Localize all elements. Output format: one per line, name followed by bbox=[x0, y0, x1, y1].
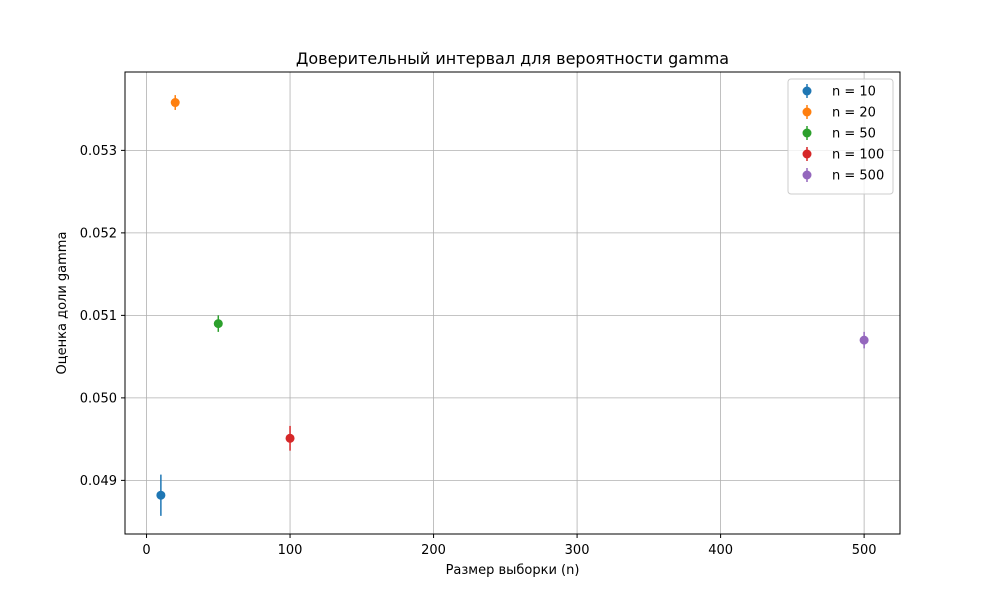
data-point bbox=[285, 433, 295, 443]
legend-label: n = 20 bbox=[832, 106, 876, 121]
x-tick-label: 400 bbox=[708, 543, 733, 558]
legend-label: n = 50 bbox=[832, 127, 876, 142]
legend-marker bbox=[802, 128, 812, 138]
legend-box bbox=[787, 78, 894, 195]
data-point bbox=[859, 335, 869, 345]
x-tick-label: 200 bbox=[421, 543, 446, 558]
y-tick-label: 0.050 bbox=[80, 391, 117, 406]
y-tick-label: 0.051 bbox=[80, 309, 117, 324]
legend-marker bbox=[802, 149, 812, 159]
y-tick-label: 0.049 bbox=[80, 474, 117, 489]
x-tick-label: 100 bbox=[278, 543, 303, 558]
legend-marker bbox=[802, 170, 812, 180]
y-axis-label: Оценка доли gamma bbox=[55, 232, 70, 375]
data-point bbox=[170, 98, 180, 108]
x-axis-label: Размер выборки (n) bbox=[446, 563, 580, 578]
legend-marker bbox=[802, 86, 812, 96]
legend-label: n = 100 bbox=[832, 148, 884, 163]
x-tick-label: 0 bbox=[142, 543, 150, 558]
y-tick-label: 0.053 bbox=[80, 144, 117, 159]
x-tick-label: 300 bbox=[565, 543, 590, 558]
grid bbox=[125, 72, 900, 534]
data-point bbox=[156, 490, 166, 500]
legend-marker bbox=[802, 107, 812, 117]
legend-label: n = 10 bbox=[832, 85, 876, 100]
data-point bbox=[213, 319, 223, 329]
plot-frame bbox=[124, 71, 901, 535]
x-tick-label: 500 bbox=[852, 543, 877, 558]
data-marks bbox=[156, 95, 869, 516]
axis-ticks: 0 100 200 300 400 500 0.049 0.050 0.051 0.052 0.05… bbox=[80, 144, 877, 558]
legend: n = 10 n = 20 n = 50 n = 100 n = 500 bbox=[787, 78, 894, 195]
chart-title: Доверительный интервал для вероятности g… bbox=[296, 49, 729, 68]
y-tick-label: 0.052 bbox=[80, 226, 117, 241]
legend-label: n = 500 bbox=[832, 169, 884, 184]
